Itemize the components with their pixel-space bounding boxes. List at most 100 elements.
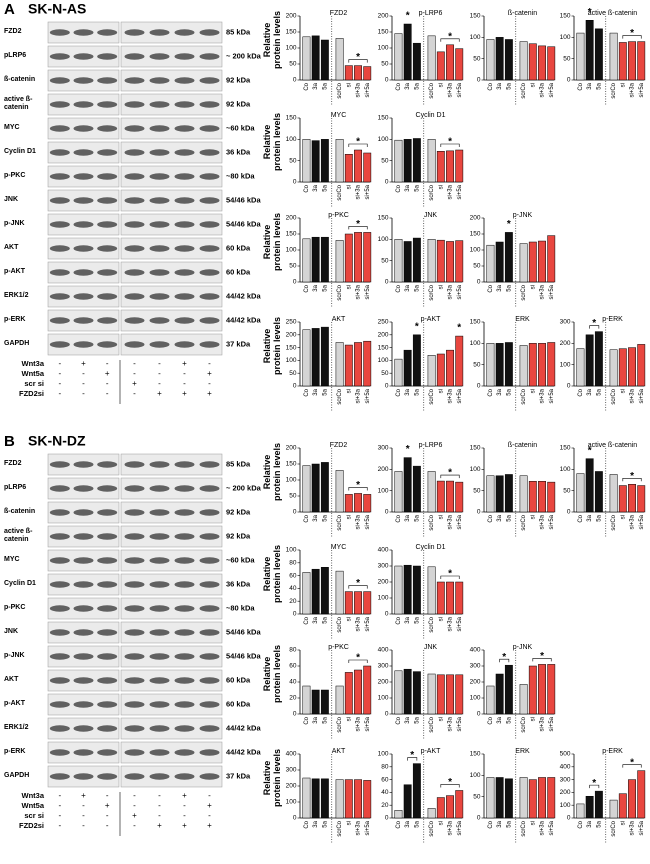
blot-label: ERK1/2 bbox=[4, 292, 29, 299]
blot-image bbox=[120, 237, 223, 260]
blot-band bbox=[73, 725, 94, 732]
y-axis-label: Relative protein levels bbox=[262, 544, 282, 604]
blot-band bbox=[149, 773, 170, 780]
blot-band bbox=[199, 749, 220, 756]
blot-band bbox=[174, 317, 195, 324]
blot-band bbox=[49, 701, 70, 708]
treatment-sign: - bbox=[106, 791, 109, 800]
chart-title: p-JNK bbox=[513, 212, 533, 219]
bar bbox=[394, 670, 403, 715]
bar bbox=[486, 39, 495, 81]
significance-label: * bbox=[540, 651, 544, 662]
bar bbox=[354, 65, 362, 81]
x-tick-label: si+5a bbox=[365, 388, 371, 403]
x-tick-label: si+5a bbox=[365, 820, 371, 835]
blot-label: p-PKC bbox=[4, 604, 26, 611]
bar bbox=[528, 779, 537, 819]
blot-band bbox=[149, 653, 170, 660]
blot-size: ~60 kDa bbox=[226, 555, 255, 564]
y-tick-label: 150 bbox=[470, 751, 481, 758]
treatment-sign: - bbox=[82, 379, 85, 388]
blot-band bbox=[73, 29, 94, 36]
chart-title: p-ERK bbox=[602, 316, 623, 323]
x-tick-label: si bbox=[620, 83, 626, 87]
blot-band bbox=[124, 77, 145, 84]
y-tick-label: 60 bbox=[381, 776, 389, 783]
blot-band bbox=[49, 461, 70, 468]
bar bbox=[528, 665, 537, 715]
bar bbox=[547, 777, 556, 819]
y-axis-label: Relative protein levels bbox=[262, 10, 282, 70]
bar bbox=[609, 32, 618, 81]
bar bbox=[302, 139, 311, 183]
blot-band bbox=[73, 173, 94, 180]
blot-image bbox=[120, 453, 223, 476]
blot-band bbox=[199, 197, 220, 204]
blot-band bbox=[97, 677, 118, 684]
treatment-sign: - bbox=[133, 791, 136, 800]
blot-band bbox=[49, 629, 70, 636]
bar bbox=[455, 240, 464, 283]
blot-band bbox=[124, 293, 145, 300]
bar bbox=[495, 673, 504, 715]
blot-band bbox=[73, 533, 94, 540]
blot-label: p-JNK bbox=[4, 220, 25, 227]
blot-band bbox=[124, 509, 145, 516]
blot-size: 44/42 kDa bbox=[226, 747, 261, 756]
bar bbox=[403, 784, 412, 819]
bar bbox=[320, 778, 329, 819]
blot-band bbox=[49, 773, 70, 780]
blot-band bbox=[73, 197, 94, 204]
blot-band bbox=[199, 533, 220, 540]
blot-band bbox=[124, 581, 145, 588]
blot-label: AKT bbox=[4, 676, 19, 683]
significance-label: * bbox=[592, 318, 596, 329]
blot-label: FZD2 bbox=[4, 28, 22, 35]
x-tick-label: scrCo bbox=[521, 82, 527, 98]
bar bbox=[394, 358, 403, 387]
x-tick-label: scrCo bbox=[429, 82, 435, 98]
y-tick-label: 300 bbox=[560, 776, 571, 783]
y-tick-label: 50 bbox=[289, 370, 297, 377]
blot-band bbox=[73, 557, 94, 564]
bar bbox=[538, 240, 546, 283]
blot-band bbox=[149, 29, 170, 36]
blot-band bbox=[199, 653, 220, 660]
x-tick-label: si+5a bbox=[457, 820, 463, 835]
x-tick-label: scrCo bbox=[611, 82, 617, 98]
bar bbox=[403, 241, 412, 283]
x-tick-label: 3a bbox=[497, 820, 503, 827]
y-tick-label: 100 bbox=[470, 34, 481, 41]
treatment-sign: - bbox=[58, 369, 61, 378]
x-tick-label: scrCo bbox=[429, 616, 435, 632]
blot-band bbox=[124, 677, 145, 684]
blot-band bbox=[124, 533, 145, 540]
x-tick-label: si+3a bbox=[540, 514, 546, 529]
blot-band bbox=[49, 149, 70, 156]
bar bbox=[495, 777, 504, 819]
y-tick-label: 0 bbox=[385, 279, 389, 286]
y-tick-label: 0 bbox=[477, 509, 481, 516]
blot-band bbox=[49, 725, 70, 732]
x-tick-label: si+3a bbox=[448, 616, 454, 631]
y-tick-label: 100 bbox=[378, 695, 389, 702]
bar bbox=[538, 45, 546, 81]
treatment-sign: - bbox=[106, 389, 109, 398]
chart-title: JNK bbox=[424, 212, 438, 219]
blot-band bbox=[49, 485, 70, 492]
y-tick-label: 40 bbox=[289, 679, 297, 686]
y-tick-label: 200 bbox=[286, 332, 297, 339]
treatment-sign: + bbox=[207, 369, 212, 378]
bar bbox=[547, 46, 556, 81]
treatment-name: FZD2si bbox=[19, 821, 44, 830]
blot-band bbox=[149, 485, 170, 492]
x-tick-label: si+5a bbox=[457, 184, 463, 199]
x-tick-label: si bbox=[438, 285, 444, 289]
y-axis-label: Relative protein levels bbox=[262, 112, 282, 172]
chart-title: p-AKT bbox=[421, 748, 442, 755]
blot-band bbox=[73, 485, 94, 492]
blot-band bbox=[49, 557, 70, 564]
x-tick-label: 3a bbox=[313, 820, 319, 827]
x-tick-label: 5a bbox=[506, 716, 512, 723]
blot-band bbox=[199, 245, 220, 252]
